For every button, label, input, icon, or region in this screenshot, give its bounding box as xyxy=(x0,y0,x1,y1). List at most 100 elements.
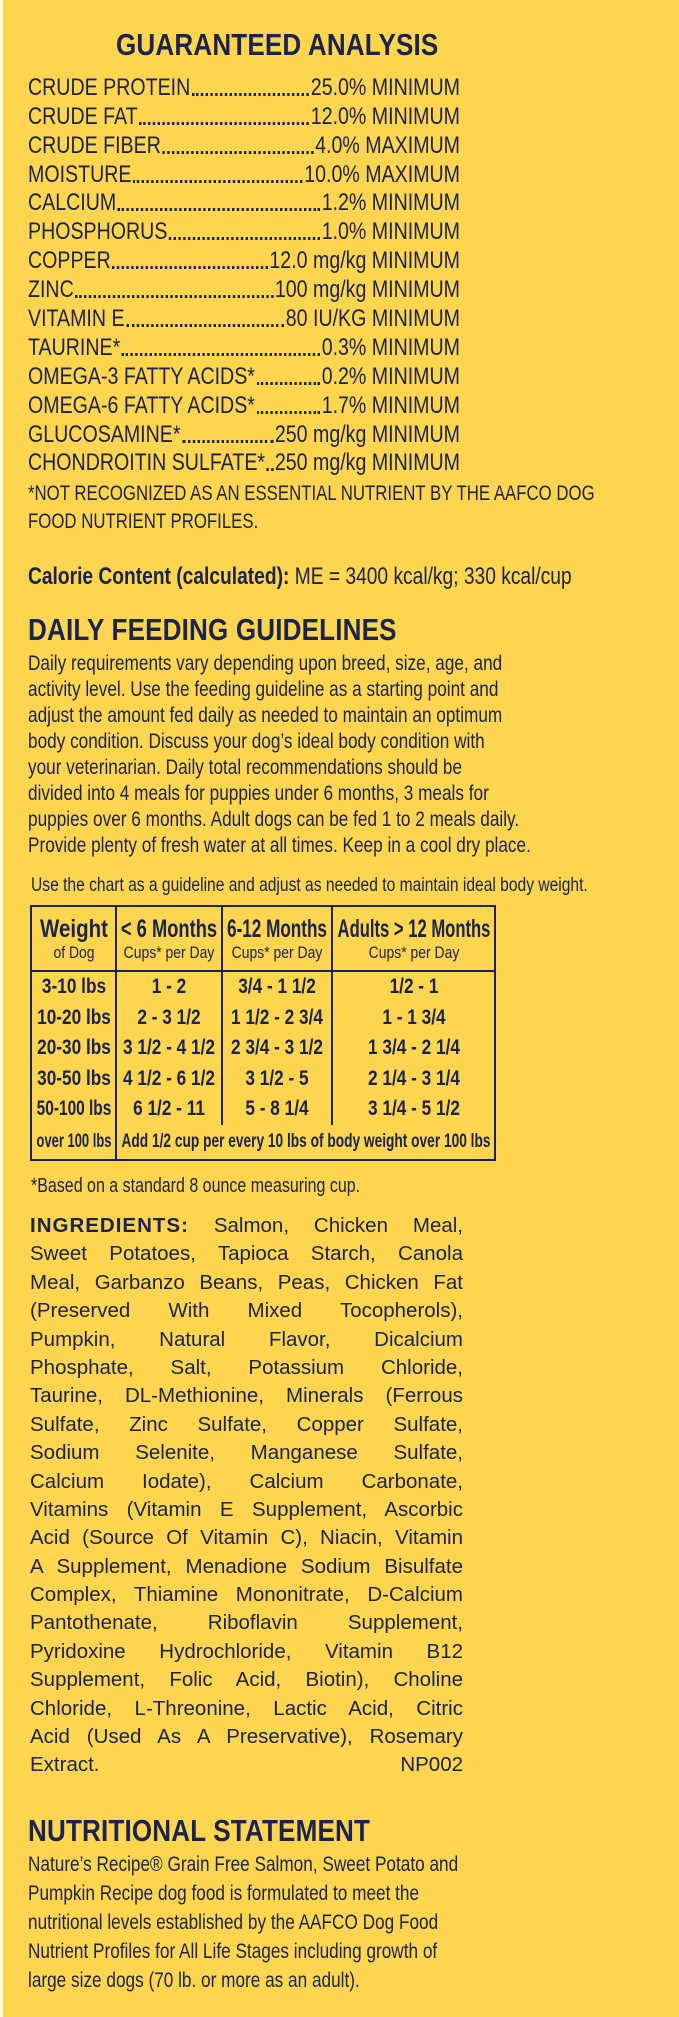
dot-leader xyxy=(169,237,321,241)
nutrient-name: PHOSPHORUS xyxy=(28,218,168,246)
dot-leader xyxy=(75,295,274,299)
table-cell-text: 1 1/2 - 2 3/4 xyxy=(231,1005,323,1029)
table-cell: 3 1/2 - 5 xyxy=(221,1063,333,1094)
table-cell-text: 10-20 lbs xyxy=(36,1005,111,1029)
ingredients-line: INGREDIENTS: Salmon, Chicken Meal, xyxy=(30,1212,463,1240)
ingredients-text: Acid (Used As A Preservative), Rosemary xyxy=(30,1725,463,1749)
ingredients-text: Meal, Garbanzo Beans, Peas, Chicken Fat xyxy=(30,1270,463,1294)
table-cell-text: 3/4 - 1 1/2 xyxy=(238,975,316,999)
dot-leader xyxy=(112,266,268,270)
table-cell: over 100 lbs xyxy=(30,1124,117,1161)
table-cell-text: 50-100 lbs xyxy=(36,1097,111,1121)
dot-leader xyxy=(117,208,321,212)
calorie-label: Calorie Content (calculated): xyxy=(28,563,290,590)
dot-leader xyxy=(121,352,321,356)
nutrient-value: 0.2% MINIMUM xyxy=(321,362,460,390)
nutrient-value: 4.0% MAXIMUM xyxy=(315,131,460,159)
table-row: 20-30 lbs 3 1/2 - 4 1/2 2 3/4 - 3 1/2 1 3/4… xyxy=(30,1033,496,1064)
table-header-cell: < 6 Months Cups* per Day xyxy=(115,905,223,972)
table-cell-text: 1 3/4 - 2 1/4 xyxy=(367,1036,460,1060)
ingredients-line: Pyridoxine Hydrochloride, Vitamin B12 xyxy=(30,1638,463,1666)
statement-line: Nutrient Profiles for All Life Stages in… xyxy=(28,1939,438,1963)
paragraph-line: adjust the amount fed daily as needed to… xyxy=(28,703,503,727)
dot-leader xyxy=(126,324,285,328)
product-code: NP002 xyxy=(400,1753,463,1777)
left-edge xyxy=(0,0,3,2017)
table-cell: 3 1/2 - 4 1/2 xyxy=(115,1033,223,1064)
dot-leader xyxy=(191,92,310,96)
header-main-wrap: Weight xyxy=(32,915,115,943)
analysis-row: PHOSPHORUS 1.0% MINIMUM xyxy=(28,217,460,246)
cup-footnote: *Based on a standard 8 ounce measuring c… xyxy=(31,1175,361,1197)
nutrient-value: 100 mg/kg MINIMUM xyxy=(274,276,460,304)
analysis-row: CRUDE FIBER 4.0% MAXIMUM xyxy=(28,131,460,160)
analysis-row: CRUDE PROTEIN 25.0% MINIMUM xyxy=(28,73,460,102)
ingredients-line: Sweet Potatoes, Tapioca Starch, Canola xyxy=(30,1240,463,1268)
ingredients-line: Pantothenate, Riboflavin Supplement, xyxy=(30,1609,463,1637)
ingredients-text: Calcium Iodate), Calcium Carbonate, xyxy=(30,1469,463,1493)
ingredients-line: Extract. NP002 xyxy=(30,1751,463,1779)
table-cell-text: 30-50 lbs xyxy=(36,1066,111,1090)
table-cell-text: 6 1/2 - 11 xyxy=(133,1097,205,1121)
statement-line: Pumpkin Recipe dog food is formulated to… xyxy=(28,1881,420,1905)
nutrient-name: CHONDROITIN SULFATE* xyxy=(28,449,266,477)
chart-note: Use the chart as a guideline and adjust … xyxy=(31,874,588,896)
table-cell-text: 1 - 1 3/4 xyxy=(381,1005,446,1029)
ingredients-line: Acid (Source Of Vitamin C), Niacin, Vita… xyxy=(30,1524,463,1552)
footnote-line: *NOT RECOGNIZED AS AN ESSENTIAL NUTRIENT… xyxy=(28,482,595,505)
header-sub: Cups* per Day xyxy=(231,942,323,962)
table-cell: 1 - 1 3/4 xyxy=(331,1002,496,1033)
analysis-row: TAURINE* 0.3% MINIMUM xyxy=(28,333,460,362)
ingredients-block: INGREDIENTS: Salmon, Chicken Meal, Sweet … xyxy=(30,1212,463,1780)
paragraph-line: Provide plenty of fresh water at all tim… xyxy=(28,833,531,857)
header-main-wrap: 6-12 Months xyxy=(223,915,331,943)
header-main: Adults > 12 Months xyxy=(337,914,490,943)
nutrient-name: TAURINE* xyxy=(28,333,121,361)
ingredients-text: Extract. xyxy=(30,1753,100,1777)
table-header-cell: Weight of Dog xyxy=(30,905,117,972)
ingredients-line: Chloride, L-Threonine, Lactic Acid, Citr… xyxy=(30,1695,463,1723)
ingredients-text: Vitamins (Vitamin E Supplement, Ascorbic xyxy=(30,1497,463,1521)
guaranteed-analysis-title: GUARANTEED ANALYSIS xyxy=(116,27,439,62)
table-cell-note: Add 1/2 cup per every 10 lbs of body wei… xyxy=(115,1124,496,1161)
ingredients-line: Sulfate, Zinc Sulfate, Copper Sulfate, xyxy=(30,1411,463,1439)
analysis-row: OMEGA-3 FATTY ACIDS* 0.2% MINIMUM xyxy=(28,362,460,391)
dot-leader xyxy=(256,410,321,414)
table-cell: 1 3/4 - 2 1/4 xyxy=(331,1033,496,1064)
nutrient-value: 1.0% MINIMUM xyxy=(321,218,460,246)
header-sub-wrap: of Dog xyxy=(32,943,115,963)
table-row: 30-50 lbs 4 1/2 - 6 1/2 3 1/2 - 5 2 1/4 - 3… xyxy=(30,1063,496,1094)
nutrient-name: MOISTURE xyxy=(28,160,132,188)
nutrient-name: ZINC xyxy=(28,276,74,304)
header-sub: Cups* per Day xyxy=(123,942,215,962)
ingredients-text: (Preserved With Mixed Tocopherols), xyxy=(30,1299,463,1323)
table-header-cell: 6-12 Months Cups* per Day xyxy=(221,905,333,972)
table-cell-text: 20-30 lbs xyxy=(36,1036,111,1060)
nutrient-value: 250 mg/kg MINIMUM xyxy=(274,420,460,448)
header-sub-wrap: Cups* per Day xyxy=(117,943,221,963)
ingredients-text: Pyridoxine Hydrochloride, Vitamin B12 xyxy=(30,1639,463,1663)
table-cell-text: 4 1/2 - 6 1/2 xyxy=(123,1066,215,1090)
dot-leader xyxy=(139,121,310,125)
analysis-row: COPPER 12.0 mg/kg MINIMUM xyxy=(28,246,460,275)
table-cell: 2 - 3 1/2 xyxy=(115,1002,223,1033)
dot-leader xyxy=(266,468,274,472)
table-cell-text: 3 1/2 - 5 xyxy=(245,1066,309,1090)
analysis-row: GLUCOSAMINE* 250 mg/kg MINIMUM xyxy=(28,420,460,449)
table-cell: 3 1/4 - 5 1/2 xyxy=(331,1094,496,1125)
table-cell: 1/2 - 1 xyxy=(331,971,496,1003)
table-cell: 10-20 lbs xyxy=(30,1002,117,1033)
analysis-footnote: *NOT RECOGNIZED AS AN ESSENTIAL NUTRIENT… xyxy=(28,480,595,536)
ingredients-line: Meal, Garbanzo Beans, Peas, Chicken Fat xyxy=(30,1269,463,1297)
paragraph-line: body condition. Discuss your dog’s ideal… xyxy=(28,729,485,753)
table-cell-text: 5 - 8 1/4 xyxy=(245,1097,309,1121)
table-cell-text: 2 - 3 1/2 xyxy=(137,1005,201,1029)
feeding-paragraph: Daily requirements vary depending upon b… xyxy=(28,650,531,858)
table-cell: 2 3/4 - 3 1/2 xyxy=(221,1033,333,1064)
table-note-text: Add 1/2 cup per every 10 lbs of body wei… xyxy=(121,1130,490,1152)
table-cell-text: 2 3/4 - 3 1/2 xyxy=(231,1036,323,1060)
table-cell: 4 1/2 - 6 1/2 xyxy=(115,1063,223,1094)
header-main: 6-12 Months xyxy=(227,914,327,943)
dot-leader xyxy=(256,381,321,385)
table-cell-text: over 100 lbs xyxy=(36,1130,111,1152)
